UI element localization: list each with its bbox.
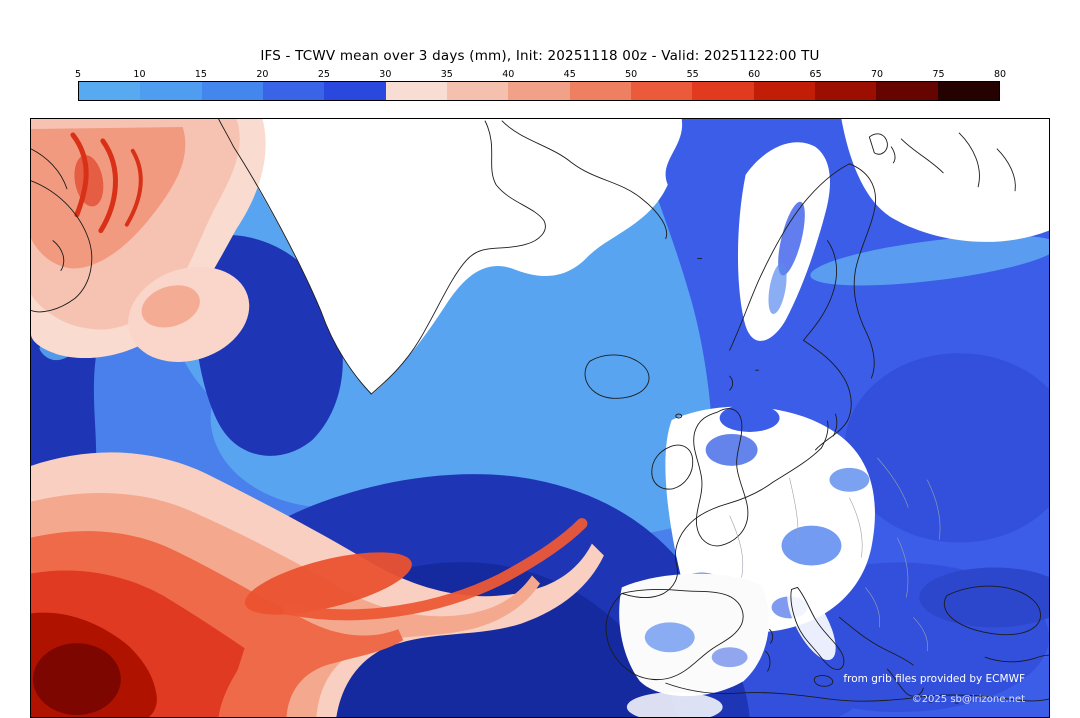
colorbar: 5 10 15 20 25 30 35 40 45 50 55 60 65 70 75 80 xyxy=(74,66,1006,101)
colorbar-tick-label: 80 xyxy=(993,69,1007,80)
colorbar-segment xyxy=(140,82,202,100)
dry-regions-white xyxy=(216,119,1049,717)
chart-title: IFS - TCWV mean over 3 days (mm), Init: … xyxy=(260,48,820,64)
colorbar-segment xyxy=(508,82,570,100)
colorbar-segment xyxy=(201,82,263,100)
colorbar-tick-label: 30 xyxy=(379,69,392,80)
colorbar-tick-label: 15 xyxy=(194,69,207,80)
colorbar-tick-label: 35 xyxy=(440,69,453,80)
colorbar-tick-label: 45 xyxy=(563,69,576,80)
moist-plumes-red xyxy=(31,119,604,717)
colorbar-tick-label: 20 xyxy=(256,69,269,80)
colorbar-tick-label: 5 xyxy=(74,69,82,80)
colorbar-tick-label: 10 xyxy=(133,69,146,80)
colorbar-segment xyxy=(446,82,509,100)
colorbar-tick-label: 70 xyxy=(871,69,884,80)
colorbar-segment xyxy=(937,82,999,100)
colorbar-tick-label: 55 xyxy=(686,69,699,80)
coastlines xyxy=(31,119,1049,704)
colorbar-segment xyxy=(753,82,815,100)
colorbar-segment xyxy=(876,82,938,100)
colorbar-segment xyxy=(569,82,631,100)
map-frame: from grib files provided by ECMWF ©2025 … xyxy=(30,118,1050,718)
colorbar-tick-label: 75 xyxy=(932,69,945,80)
colorbar-segment xyxy=(324,82,386,100)
colorbar-bar xyxy=(78,81,1000,101)
colorbar-tick-label: 25 xyxy=(317,69,330,80)
colorbar-segment xyxy=(385,82,447,100)
country-borders xyxy=(729,457,941,652)
colorbar-segment xyxy=(814,82,877,100)
colorbar-tick-label: 60 xyxy=(748,69,761,80)
colorbar-tick-label: 65 xyxy=(809,69,822,80)
colorbar-segment xyxy=(692,82,754,100)
colorbar-segment xyxy=(79,82,141,100)
colorbar-tick-label: 50 xyxy=(625,69,638,80)
credit-ecmwf: from grib files provided by ECMWF xyxy=(843,673,1025,685)
colorbar-segment xyxy=(630,82,693,100)
colorbar-tick-labels: 5 10 15 20 25 30 35 40 45 50 55 60 65 70 75 80 xyxy=(74,66,1006,81)
credit-irizone: ©2025 sb@irizone.net xyxy=(911,694,1025,705)
weather-map xyxy=(31,119,1049,717)
colorbar-segment xyxy=(262,82,325,100)
colorbar-tick-label: 40 xyxy=(502,69,515,80)
